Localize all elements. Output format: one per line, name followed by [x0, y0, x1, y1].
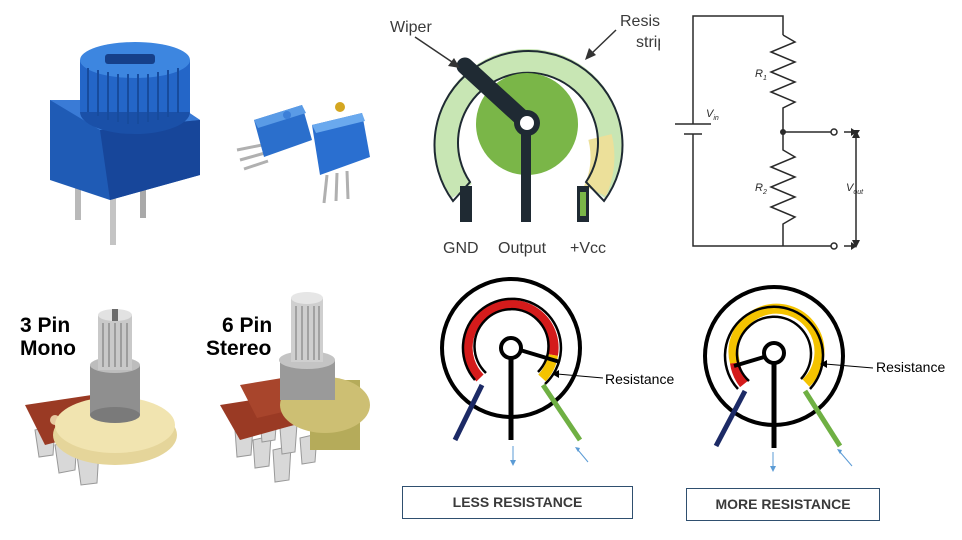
yellow-resistance-arc [538, 354, 558, 382]
more-resistance-caption: MORE RESISTANCE [686, 488, 880, 521]
input-arrow [577, 449, 589, 463]
wiper-label: Wiper [390, 19, 432, 36]
wiper-arm [456, 57, 532, 128]
pot-internals-diagram: Wiper Resistive strip GND Output +Vcc [390, 13, 660, 257]
stereo-label-line1: 6 Pin [222, 314, 273, 337]
resistance-label: Resistance [605, 371, 674, 387]
more-resistance-diagram: Resistance [703, 285, 945, 472]
wiper-pivot [762, 341, 786, 365]
resistance-label: Resistance [876, 359, 945, 375]
vout-top-terminal [830, 128, 838, 136]
mono-pot-label: 3 Pin Mono [20, 314, 76, 360]
vin-label: Vin [706, 108, 719, 122]
blue-trimmer-pot-large [50, 42, 200, 245]
blue-leg [713, 389, 748, 448]
wiper-arm [519, 348, 561, 364]
r1-label: R1 [755, 68, 767, 82]
gnd-label: GND [443, 240, 479, 257]
stereo-rotary-pot [220, 292, 370, 483]
strip-label-line2: strip [636, 34, 660, 51]
r1-resistor [769, 34, 797, 132]
red-resistance-arc [462, 299, 559, 382]
output-label: Output [498, 240, 547, 257]
r2-label: R2 [755, 182, 767, 196]
voltage-divider-circuit: R1 R2 Vin Vout [675, 15, 864, 250]
green-leg [802, 389, 843, 448]
vout-label: Vout [846, 182, 864, 196]
strip-arrow [589, 29, 617, 56]
gnd-pin [460, 186, 472, 222]
blue-trimmer-pot-small [236, 102, 370, 204]
wiper-arrow [414, 36, 456, 65]
blue-leg [452, 383, 485, 442]
wiper-arm [733, 355, 765, 368]
mono-label-line2: Mono [20, 337, 76, 360]
yellow-track-segment [583, 134, 615, 196]
vcc-label: +Vcc [570, 240, 606, 257]
stereo-pot-label: 6 Pin Stereo [206, 314, 272, 360]
green-leg [540, 383, 583, 442]
output-pin [521, 130, 531, 222]
yellow-resistance-arc [728, 303, 825, 387]
wiper-pivot [499, 336, 523, 360]
less-resistance-caption: LESS RESISTANCE [402, 486, 633, 519]
mono-label-line1: 3 Pin [20, 314, 71, 337]
strip-label-line1: Resistive [620, 13, 660, 30]
r2-resistor [769, 132, 797, 246]
mono-rotary-pot [25, 309, 177, 486]
top-wire [692, 15, 784, 108]
bottom-wire [692, 142, 831, 247]
vout-bottom-terminal [830, 242, 838, 250]
input-arrow [839, 451, 853, 467]
less-resistance-diagram: Resistance [440, 277, 674, 466]
stereo-label-line2: Stereo [206, 337, 272, 360]
